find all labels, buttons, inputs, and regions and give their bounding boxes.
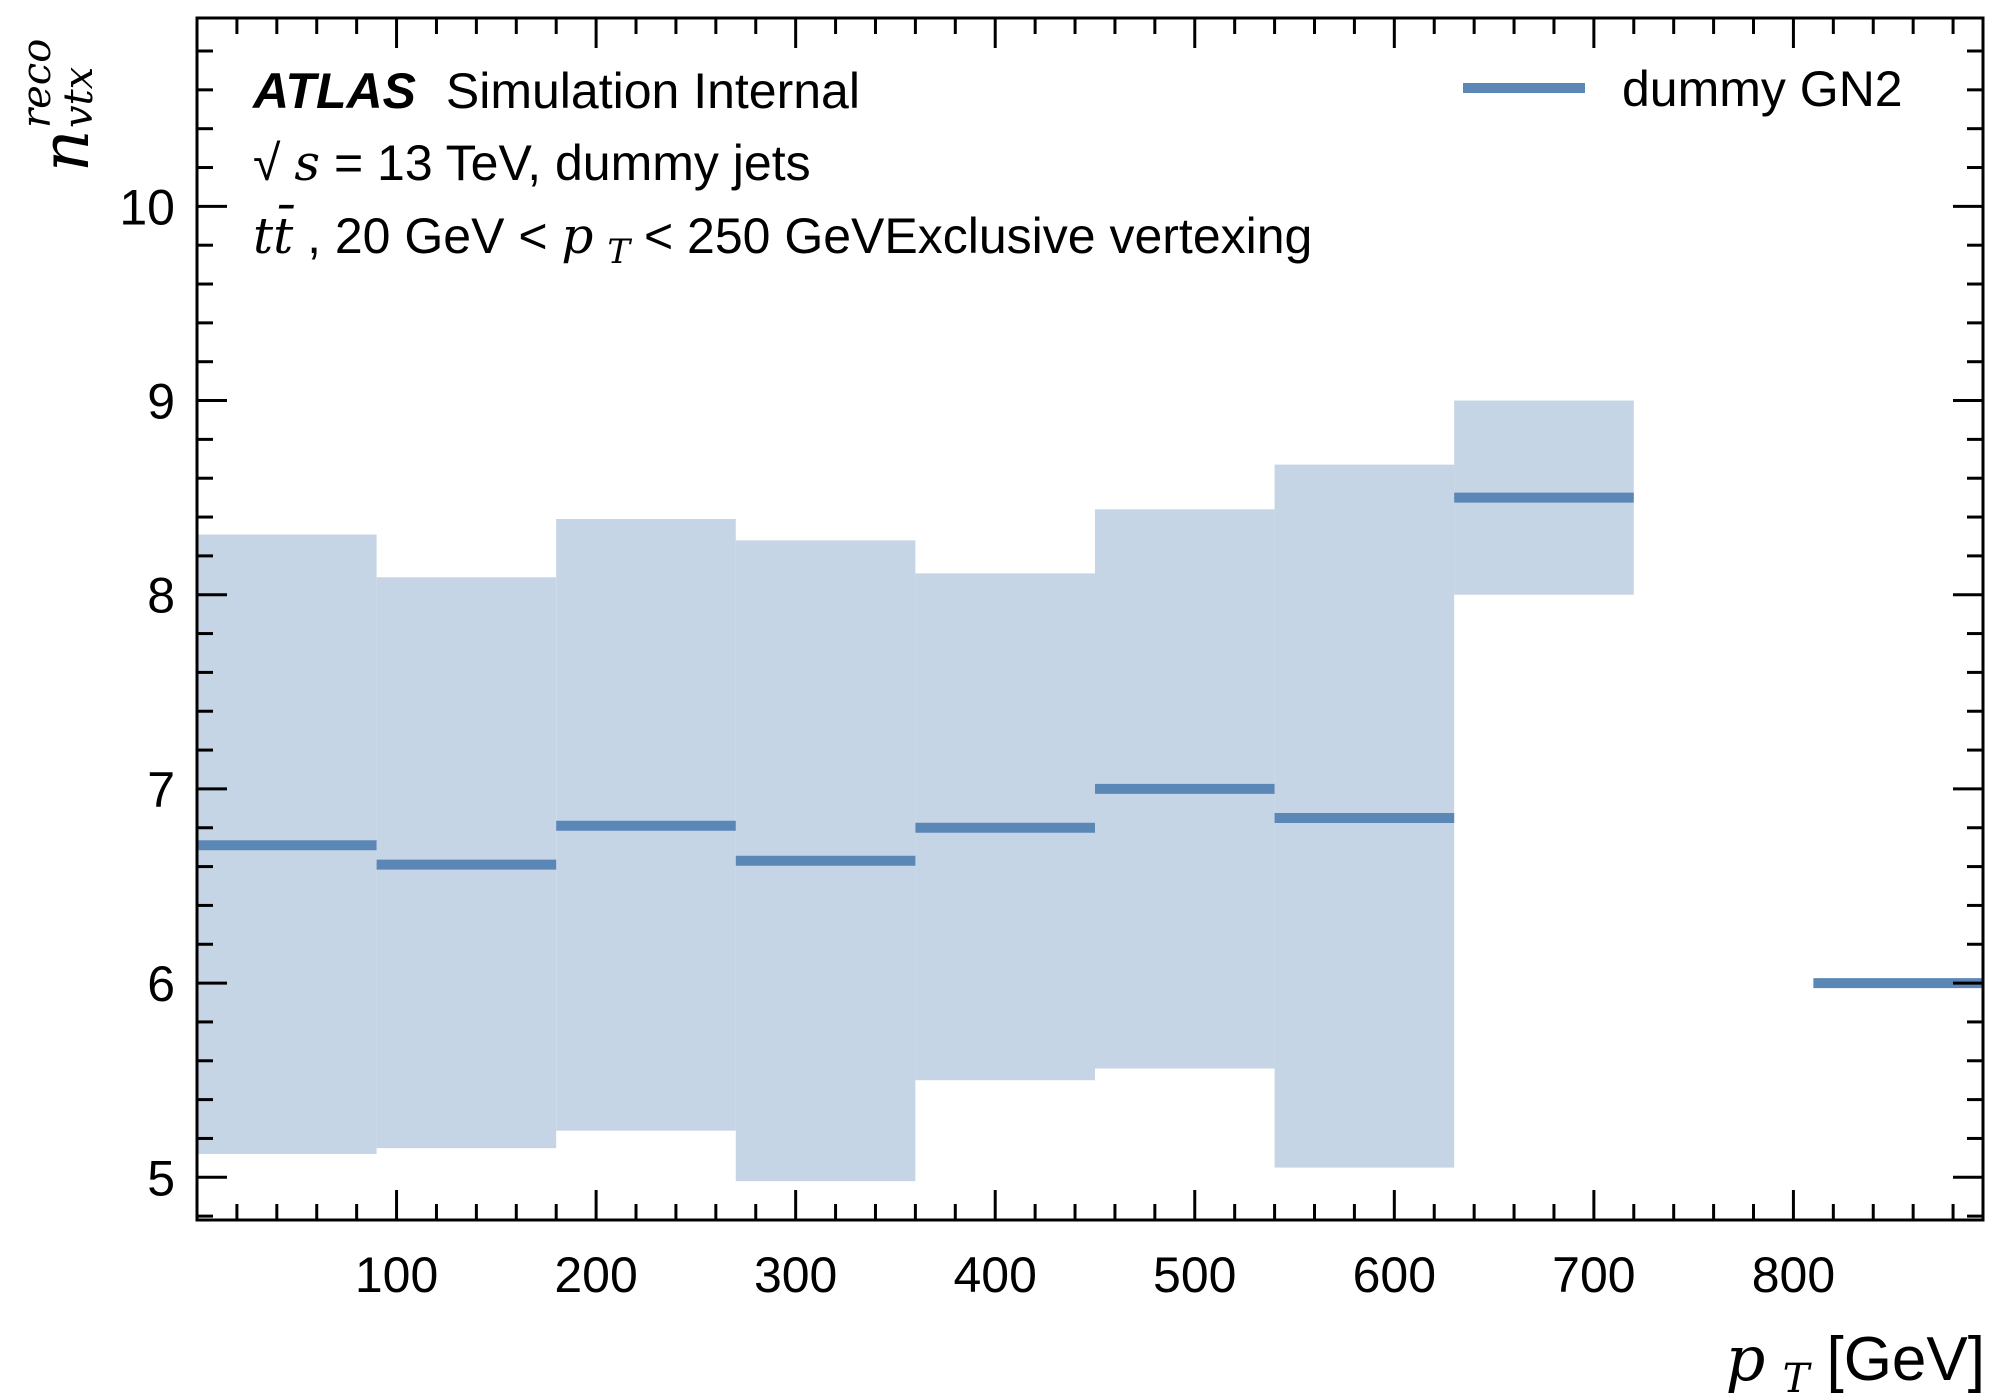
- pt-subscript: T: [607, 232, 632, 272]
- atlas-brand: ATLAS: [251, 63, 416, 119]
- plot-area: [197, 400, 1983, 1182]
- uncertainty-bands: [197, 400, 1634, 1182]
- y-axis-label-main: n: [27, 129, 104, 172]
- atlas-label-line2: √ s = 13 TeV, dummy jets: [253, 134, 811, 192]
- y-tick-label: 9: [147, 374, 175, 430]
- y-tick-label: 6: [147, 956, 175, 1012]
- x-axis-label-main: p: [1726, 1322, 1766, 1395]
- x-tick-label: 600: [1353, 1247, 1436, 1303]
- x-axis-label: p T [GeV]: [1726, 1322, 1985, 1400]
- y-tick-label: 8: [147, 568, 175, 624]
- y-axis-label-sub: vtx: [56, 67, 102, 128]
- legend-label: dummy GN2: [1622, 61, 1903, 117]
- x-tick-label: 300: [754, 1247, 837, 1303]
- sqrt-symbol: √: [253, 135, 281, 191]
- series-lines: [197, 492, 1983, 989]
- y-axis-label: n reco vtx: [14, 39, 104, 172]
- pt-symbol: p: [561, 207, 593, 265]
- x-tick-label: 500: [1153, 1247, 1236, 1303]
- x-axis-label-sub: T: [1783, 1356, 1813, 1400]
- atlas-label-line1: ATLAS Simulation Internal: [251, 63, 860, 119]
- ttbar-text: tt̄: [253, 204, 294, 265]
- y-axis-label-sup: reco: [14, 39, 60, 128]
- pt-range-end: < 250 GeVExclusive vertexing: [644, 208, 1312, 264]
- y-tick-label: 10: [119, 179, 175, 235]
- energy-text: = 13 TeV, dummy jets: [334, 135, 811, 191]
- y-tick-label: 5: [147, 1150, 175, 1206]
- plot-frame: [195, 16, 1985, 1222]
- legend: dummy GN2: [1463, 61, 1903, 117]
- pt-range-text: , 20 GeV <: [307, 208, 561, 264]
- x-axis-label-unit: [GeV]: [1826, 1325, 1985, 1394]
- x-tick-label: 400: [953, 1247, 1036, 1303]
- sqrt-s: s: [294, 134, 320, 192]
- x-tick-label: 100: [355, 1247, 438, 1303]
- x-tick-label: 800: [1752, 1247, 1835, 1303]
- atlas-label-line3: tt̄ , 20 GeV < p T < 250 GeVExclusive ve…: [253, 204, 1312, 274]
- x-tick-label: 700: [1552, 1247, 1635, 1303]
- atlas-status: Simulation Internal: [446, 63, 860, 119]
- axis-tick-labels: 100 200 300 400 500 600 700 800 5 6 7 8 9 10: [119, 179, 1835, 1303]
- x-tick-label: 200: [554, 1247, 637, 1303]
- axis-ticks: [197, 18, 1983, 1220]
- y-tick-label: 7: [147, 762, 175, 818]
